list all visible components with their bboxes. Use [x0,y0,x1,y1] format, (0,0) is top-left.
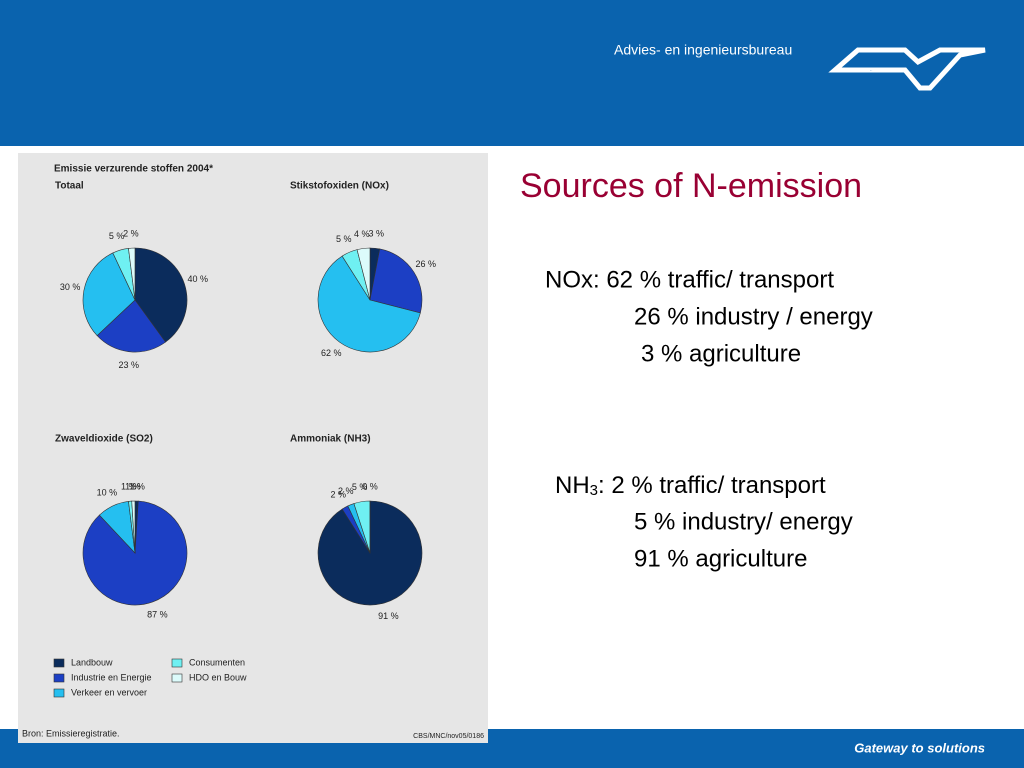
value-label: 3 % [368,229,384,239]
value-label: 30 % [60,282,81,292]
figure-panel [18,153,488,743]
nh3-first: : 2 % traffic/ transport [598,472,826,499]
logo: DHV [870,69,872,71]
pie-title: Totaal [55,181,84,192]
pie-slice [356,247,371,301]
legend-swatch [53,658,65,668]
legend-label: Verkeer en vervoer [71,687,147,697]
value-label: 40 % [188,274,209,284]
legend-label: Consumenten [189,657,245,667]
value-label: 0 % [362,481,378,491]
nox-line: 3 % agriculture [641,340,801,367]
value-label: 4 % [354,229,370,239]
value-label: 5 % [109,231,125,241]
pie-slice [317,255,421,353]
nh3-line: 91 % agriculture [634,545,807,572]
value-label: 87 % [147,609,168,619]
value-label: 23 % [119,360,140,370]
source: Bron: Emissieregistratie. [22,728,120,738]
value-label: 1 % [121,482,137,492]
value-label: 1 % [125,481,141,491]
code: CBS/MNC/nov05/0186 [413,733,484,740]
legend-swatch [53,688,65,698]
value-label: 2 % [338,486,354,496]
pie-slice [369,248,423,314]
pie-title: Stikstofoxiden (NOx) [290,181,389,192]
logo-shape [828,47,986,91]
legend-swatch [53,673,65,683]
value-label: 5 % [352,482,368,492]
pie-slice [317,500,423,606]
nox-line: NOx: 62 % traffic/ transport [545,266,834,293]
legend-label: Landbouw [71,657,113,667]
value-label: 62 % [321,348,342,358]
nh3-line: NH3: 2 % traffic/ transport [555,472,826,499]
pie-title: Ammoniak (NH3) [290,434,371,445]
nh3-line: 5 % industry/ energy [634,508,853,535]
nh3-sub: 3 [590,482,598,499]
pie-slice [134,247,188,343]
pie-slice [128,247,136,301]
pie-title: Zwaveldioxide (SO2) [55,434,153,445]
pie-slice [96,299,166,353]
value-label: 5 % [336,234,352,244]
value-label: 26 % [415,259,436,269]
tagline: Advies- en ingenieursbureau [614,42,792,58]
nh3-prefix: NH [555,472,590,499]
legend-label: HDO en Bouw [189,672,247,682]
pie-slice [131,500,136,554]
value-label: 1 % [129,481,145,491]
slide-title: Sources of N-emission [520,167,862,205]
header-band [0,0,1024,146]
value-label: 2 % [123,229,139,239]
legend-label: Industrie en Energie [71,672,152,682]
figure-title: Emissie verzurende stoffen 2004* [54,164,213,175]
slogan: Gateway to solutions [854,740,985,755]
value-label: 2 % [330,490,346,500]
pie-slice [82,252,136,337]
legend-swatch [171,673,183,683]
value-label: 10 % [97,488,118,498]
value-label: 91 % [378,611,399,621]
nox-line: 26 % industry / energy [634,303,873,330]
legend-swatch [171,658,183,668]
